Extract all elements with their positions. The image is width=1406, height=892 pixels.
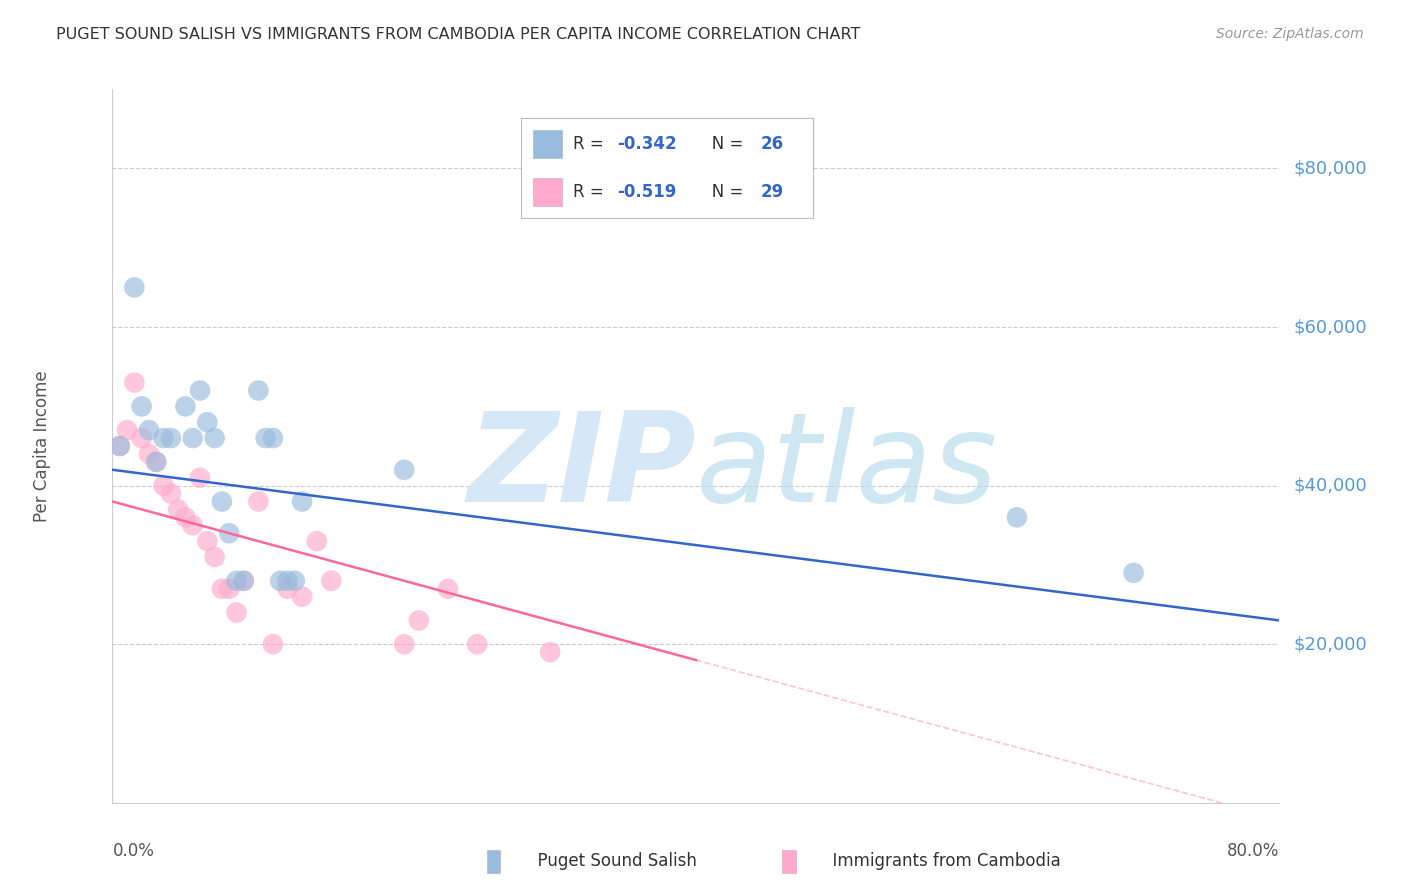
Point [131,431,153,445]
Point [262,431,284,445]
Point [262,637,284,651]
Point [145,455,167,469]
Point [247,384,270,398]
FancyBboxPatch shape [533,129,562,158]
Point [211,494,233,508]
Point [131,400,153,414]
Text: R =: R = [574,135,609,153]
Point [195,415,218,429]
Point [247,494,270,508]
Point [232,574,254,588]
Text: Immigrants from Cambodia: Immigrants from Cambodia [801,852,1062,870]
Point [232,574,254,588]
Point [225,606,247,620]
Point [188,384,211,398]
Point [195,534,218,549]
Text: -0.519: -0.519 [617,183,676,201]
Text: $80,000: $80,000 [1294,160,1367,178]
Bar [782,850,796,873]
Point [115,423,138,437]
Point [138,447,160,461]
Point [124,376,146,390]
Text: R =: R = [574,183,609,201]
Text: 26: 26 [761,135,783,153]
Point [392,463,416,477]
Point [437,582,460,596]
Text: PUGET SOUND SALISH VS IMMIGRANTS FROM CAMBODIA PER CAPITA INCOME CORRELATION CHA: PUGET SOUND SALISH VS IMMIGRANTS FROM CA… [56,27,860,42]
Point [174,510,197,524]
Point [152,431,174,445]
Point [108,439,131,453]
Point [276,582,298,596]
Point [124,280,146,294]
Text: Source: ZipAtlas.com: Source: ZipAtlas.com [1216,27,1364,41]
Point [305,534,328,549]
Point [269,574,291,588]
Point [152,478,174,492]
Point [211,582,233,596]
Point [291,494,314,508]
Text: $60,000: $60,000 [1294,318,1367,336]
Text: $20,000: $20,000 [1294,635,1367,653]
Point [538,645,561,659]
Point [1005,510,1028,524]
Point [181,518,204,533]
Point [321,574,343,588]
Text: -0.342: -0.342 [617,135,676,153]
Point [160,431,183,445]
Text: ZIP: ZIP [467,407,696,528]
Text: $40,000: $40,000 [1294,476,1367,495]
Point [1122,566,1144,580]
Point [276,574,298,588]
Point [465,637,488,651]
Text: N =: N = [696,135,748,153]
FancyBboxPatch shape [533,178,562,206]
Point [392,637,416,651]
Text: N =: N = [696,183,748,201]
Point [181,431,204,445]
Text: 0.0%: 0.0% [112,842,155,860]
Point [188,471,211,485]
Point [174,400,197,414]
Point [218,582,240,596]
Text: 80.0%: 80.0% [1227,842,1279,860]
Point [204,549,226,564]
Point [408,614,430,628]
Text: Per Capita Income: Per Capita Income [34,370,52,522]
Point [108,439,131,453]
Point [291,590,314,604]
Point [204,431,226,445]
Point [145,455,167,469]
Bar [486,850,501,873]
Point [138,423,160,437]
Text: 29: 29 [761,183,783,201]
Point [225,574,247,588]
Text: atlas: atlas [696,407,998,528]
Point [218,526,240,541]
Point [167,502,190,516]
Point [160,486,183,500]
Point [284,574,307,588]
Point [254,431,277,445]
Text: Puget Sound Salish: Puget Sound Salish [506,852,697,870]
